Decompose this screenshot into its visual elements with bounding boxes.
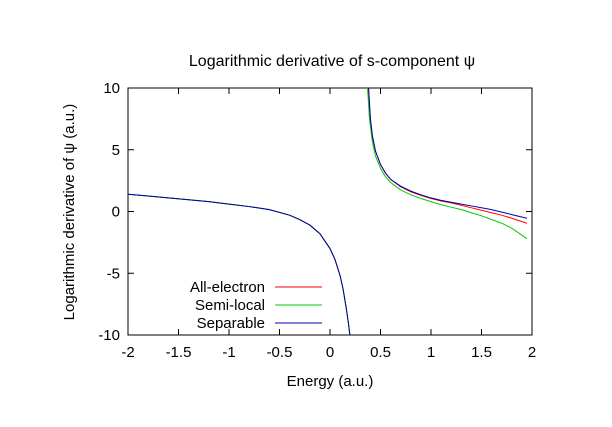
x-tick-label: 1 xyxy=(427,344,435,361)
x-tick-label: -2 xyxy=(121,344,134,361)
y-tick-label: 5 xyxy=(112,142,120,159)
legend-label: Separable xyxy=(197,315,265,332)
y-tick-label: 10 xyxy=(103,80,120,97)
chart-title: Logarithmic derivative of s-component ψ xyxy=(189,53,475,70)
legend-label: Semi-local xyxy=(195,297,265,314)
x-tick-label: 0.5 xyxy=(370,344,391,361)
x-axis-label: Energy (a.u.) xyxy=(287,373,374,390)
y-tick-label: -10 xyxy=(98,327,120,344)
x-axis-ticks: -2 -1.5 -1 -0.5 0 0.5 1 1.5 2 xyxy=(121,88,536,361)
x-tick-label: -1 xyxy=(222,344,235,361)
plot-frame xyxy=(127,87,533,336)
y-tick-label: 0 xyxy=(112,204,120,221)
y-axis-ticks: -10 -5 0 5 10 xyxy=(98,80,532,344)
series-line-1 xyxy=(128,88,528,335)
y-axis-label: Logarithmic derivative of ψ (a.u.) xyxy=(61,104,78,321)
x-tick-label: 0 xyxy=(326,344,334,361)
series-layer xyxy=(128,88,528,335)
y-tick-label: -5 xyxy=(107,265,120,282)
x-tick-label: -0.5 xyxy=(267,344,293,361)
x-tick-label: 2 xyxy=(528,344,536,361)
series-line-2 xyxy=(128,88,528,335)
legend-label: All-electron xyxy=(190,279,265,296)
x-tick-label: -1.5 xyxy=(166,344,192,361)
x-tick-label: 1.5 xyxy=(471,344,492,361)
